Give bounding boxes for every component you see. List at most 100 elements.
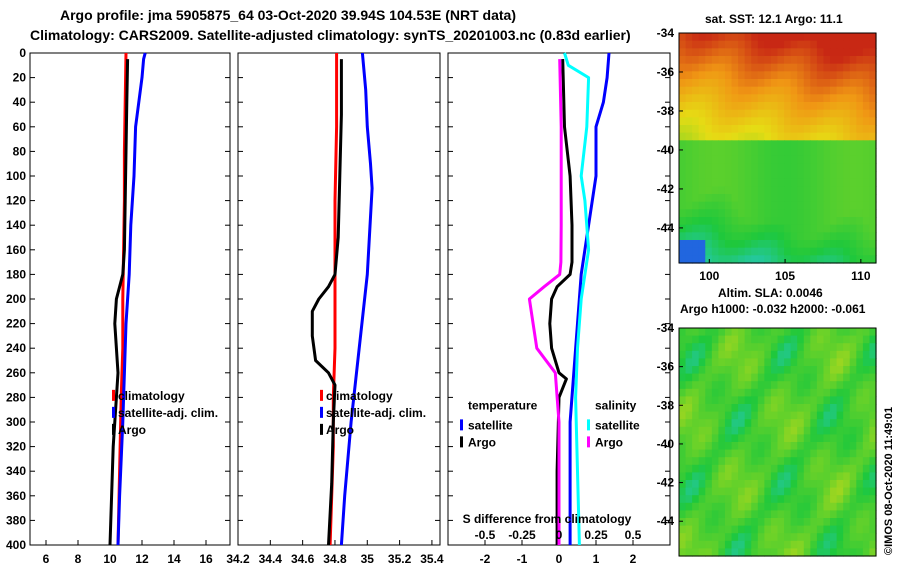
map-cell xyxy=(856,358,864,367)
map-cell xyxy=(869,487,877,496)
map-cell xyxy=(724,79,733,88)
map-cell xyxy=(685,56,693,65)
lat-tick-label: -40 xyxy=(657,437,675,451)
map-cell xyxy=(810,94,818,103)
map-cell xyxy=(830,140,838,149)
map-cell xyxy=(711,40,719,49)
map-cell xyxy=(679,125,687,134)
map-cell xyxy=(856,40,864,49)
map-cell xyxy=(862,480,871,489)
map-cell xyxy=(692,86,700,95)
map-cell xyxy=(784,533,792,542)
legend-swatch xyxy=(320,389,323,401)
map-cell xyxy=(751,86,759,95)
map-cell xyxy=(692,186,700,195)
map-cell xyxy=(751,148,759,157)
map-cell xyxy=(797,510,805,519)
map-cell xyxy=(836,209,844,218)
map-cell xyxy=(823,388,831,397)
map-cell xyxy=(692,510,700,519)
map-cell xyxy=(843,224,851,233)
map-cell xyxy=(711,109,719,118)
map-cell xyxy=(744,419,752,428)
map-cell xyxy=(869,117,877,126)
map-cell xyxy=(803,232,811,241)
map-cell xyxy=(816,232,825,241)
map-cell xyxy=(685,495,693,504)
map-cell xyxy=(790,442,798,451)
map-cell xyxy=(797,132,805,141)
map-cell xyxy=(849,335,857,344)
map-cell xyxy=(856,232,864,241)
map-cell xyxy=(843,335,851,344)
map-cell xyxy=(718,40,726,49)
map-cell xyxy=(711,201,719,210)
map-cell xyxy=(685,434,693,443)
map-cell xyxy=(770,518,779,527)
map-cell xyxy=(784,343,792,352)
map-cell xyxy=(823,381,831,390)
map-cell xyxy=(784,502,792,511)
map-cell xyxy=(744,449,752,458)
map-cell xyxy=(856,449,864,458)
map-cell xyxy=(836,502,844,511)
secondary-tick-label: 0.5 xyxy=(625,528,642,542)
map-cell xyxy=(698,63,706,72)
map-cell xyxy=(784,109,792,118)
map-cell xyxy=(810,86,818,95)
map-cell xyxy=(862,178,871,187)
map-cell xyxy=(698,411,706,420)
map-cell xyxy=(803,548,811,557)
map-cell xyxy=(823,247,831,256)
map-cell xyxy=(823,140,831,149)
map-cell xyxy=(862,102,871,111)
map-cell xyxy=(784,247,792,256)
map-cell xyxy=(843,155,851,164)
map-cell xyxy=(784,480,792,489)
map-cell xyxy=(692,540,700,549)
map-cell xyxy=(823,373,831,382)
map-cell xyxy=(751,171,759,180)
map-cell xyxy=(803,472,811,481)
map-cell xyxy=(744,209,752,218)
map-cell xyxy=(849,411,857,420)
map-cell xyxy=(823,125,831,134)
map-cell xyxy=(856,480,864,489)
secondary-tick-label: 0 xyxy=(556,528,563,542)
map-cell xyxy=(869,502,877,511)
map-cell xyxy=(744,255,752,264)
map-cell xyxy=(711,457,719,466)
map-cell xyxy=(711,426,719,435)
map-cell xyxy=(751,350,759,359)
map-cell xyxy=(685,71,693,80)
map-cell xyxy=(731,457,739,466)
map-cell xyxy=(843,125,851,134)
map-cell xyxy=(784,201,792,210)
map-cell xyxy=(869,540,877,549)
map-cell xyxy=(790,533,798,542)
map-cell xyxy=(698,56,706,65)
map-cell xyxy=(836,171,844,180)
map-cell xyxy=(692,449,700,458)
map-cell xyxy=(770,396,779,405)
map-cell xyxy=(869,495,877,504)
map-cell xyxy=(856,518,864,527)
x-tick-label: 14 xyxy=(167,552,181,566)
x-tick-label: 8 xyxy=(75,552,82,566)
imos-credit: ©IMOS 08-Oct-2020 11:49:01 xyxy=(883,407,895,555)
map-cell xyxy=(830,419,838,428)
map-cell xyxy=(705,464,713,473)
map-cell xyxy=(862,411,871,420)
map-cell xyxy=(718,396,726,405)
map-cell xyxy=(705,102,713,111)
map-cell xyxy=(751,487,759,496)
map-cell xyxy=(862,48,871,57)
map-cell xyxy=(757,63,765,72)
map-cell xyxy=(784,540,792,549)
depth-tick-label: 340 xyxy=(6,464,26,478)
map-cell xyxy=(705,63,713,72)
map-cell xyxy=(731,366,739,375)
map-cell xyxy=(679,449,687,458)
map-cell xyxy=(784,232,792,241)
map-cell xyxy=(830,102,838,111)
